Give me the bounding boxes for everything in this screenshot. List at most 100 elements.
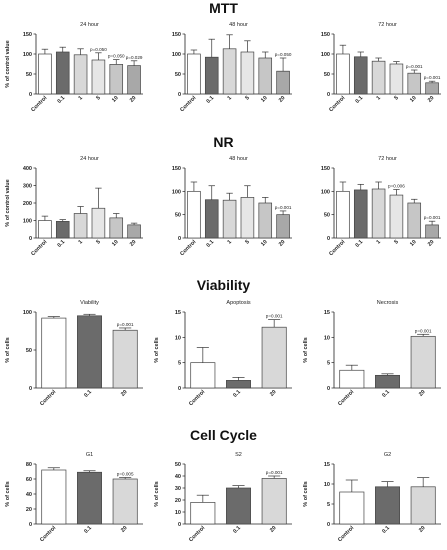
x-tick-label: 0.1 <box>355 95 365 105</box>
y-tick-label: 0 <box>29 522 32 528</box>
chart-title: 48 hour <box>229 22 248 28</box>
bar <box>353 189 368 239</box>
bar-chart: Apoptosis 0 5 10 15 % of cells Control 0.1 p=0.0… <box>154 300 292 407</box>
p-value-label: p=0.001 <box>275 205 292 210</box>
bar <box>127 224 141 239</box>
bar <box>389 63 404 95</box>
bar <box>371 60 386 95</box>
bar-chart: G1 0 20 40 60 80 % of cells Control 0.1 p=0.005 20 <box>5 452 143 543</box>
bar-chart: Viability 0 50 100 % of cells Control 0.1 p=0.0… <box>5 300 143 407</box>
bar <box>73 54 88 95</box>
x-tick-label: 20 <box>427 239 436 248</box>
x-tick-label: 0.1 <box>57 239 67 249</box>
y-tick-label: 150 <box>172 32 181 38</box>
y-tick-label: 100 <box>23 219 32 225</box>
y-tick-label: 10 <box>175 335 181 341</box>
y-axis-label: % of cells <box>5 337 11 362</box>
p-value-label: p=0.050 <box>108 54 125 59</box>
p-value-label: p=0.001 <box>117 322 134 327</box>
y-tick-label: 15 <box>175 310 181 316</box>
x-tick-label: 0.1 <box>355 239 365 249</box>
section-title-nr: NR <box>213 134 234 150</box>
y-tick-label: 100 <box>23 310 32 316</box>
bar <box>190 362 216 389</box>
y-tick-label: 0 <box>178 92 181 98</box>
y-tick-label: 100 <box>172 52 181 58</box>
y-tick-label: 0 <box>29 386 32 392</box>
y-tick-label: 0 <box>178 522 181 528</box>
y-tick-label: 0 <box>178 236 181 242</box>
x-tick-label: 1 <box>376 95 382 101</box>
p-value-label: p=0.001 <box>406 64 423 69</box>
x-tick-label: 5 <box>244 95 250 101</box>
x-tick-label: Control <box>328 95 346 113</box>
x-tick-label: 20 <box>278 95 287 104</box>
y-tick-label: 50 <box>26 348 32 354</box>
bar <box>410 335 436 389</box>
y-tick-label: 15 <box>324 310 330 316</box>
bar <box>187 53 201 95</box>
y-tick-label: 5 <box>327 502 330 508</box>
x-tick-label: 1 <box>78 239 84 245</box>
x-tick-label: 10 <box>260 239 269 248</box>
y-tick-label: 40 <box>175 474 181 480</box>
bar <box>55 51 70 95</box>
bar <box>204 199 219 239</box>
bar <box>226 380 251 389</box>
y-tick-label: 150 <box>23 32 32 38</box>
x-tick-label: 20 <box>278 239 287 248</box>
bar <box>407 202 422 239</box>
bar <box>112 329 138 389</box>
bar-chart: G2 0 5 10 15 % of cells Control 0.1 20 <box>303 452 441 543</box>
y-tick-label: 150 <box>172 166 181 172</box>
x-tick-label: 0.1 <box>232 389 242 399</box>
bar <box>407 72 422 95</box>
y-tick-label: 200 <box>23 201 32 207</box>
p-value-label: p=0.005 <box>117 472 134 477</box>
y-tick-label: 150 <box>321 166 330 172</box>
p-value-label: p=0.050 <box>90 47 107 52</box>
bar <box>91 207 106 239</box>
x-tick-label: 20 <box>269 525 278 534</box>
x-tick-label: Control <box>179 95 197 113</box>
bar-chart: Necrosis 0 5 10 15 % of cells Control 0.1 p=0.00… <box>303 300 441 407</box>
p-value-label: p=0.006 <box>388 183 405 188</box>
chart-title: 72 hour <box>378 22 397 28</box>
p-value-label: p=0.050 <box>275 52 292 57</box>
y-axis-label: % of cells <box>154 481 160 506</box>
bar <box>389 194 404 239</box>
y-tick-label: 60 <box>26 477 32 483</box>
bar <box>240 51 255 95</box>
bar <box>226 487 251 525</box>
x-tick-label: 20 <box>120 389 129 398</box>
y-tick-label: 50 <box>175 72 181 78</box>
bar <box>187 190 201 239</box>
x-tick-label: 1 <box>376 239 382 245</box>
x-tick-label: 20 <box>129 95 138 104</box>
bar <box>410 486 436 525</box>
bar <box>261 326 287 389</box>
y-tick-label: 300 <box>23 184 32 190</box>
bar-chart: 24 hour 0 100 200 300 400 % of control value Co… <box>5 156 143 257</box>
x-tick-label: Control <box>30 95 48 113</box>
bar <box>41 469 67 525</box>
x-tick-label: Control <box>39 525 57 543</box>
y-tick-label: 0 <box>327 522 330 528</box>
chart-title: G2 <box>384 452 391 458</box>
x-tick-label: 5 <box>95 95 101 101</box>
bar <box>425 82 439 95</box>
bar <box>261 478 287 525</box>
bar <box>204 56 219 95</box>
x-tick-label: 0.1 <box>206 239 216 249</box>
bar <box>109 217 124 239</box>
p-value-label: p=0.029 <box>126 55 143 60</box>
chart-title: Viability <box>80 300 99 306</box>
x-tick-label: 0.1 <box>57 95 67 105</box>
p-value-label: p=0.001 <box>424 215 441 220</box>
y-axis-label: % of cells <box>303 481 309 506</box>
p-value-label: p=0.001 <box>415 328 432 333</box>
x-tick-label: 10 <box>111 239 120 248</box>
x-tick-label: 5 <box>393 95 399 101</box>
bar <box>258 57 273 95</box>
bar <box>425 224 439 239</box>
